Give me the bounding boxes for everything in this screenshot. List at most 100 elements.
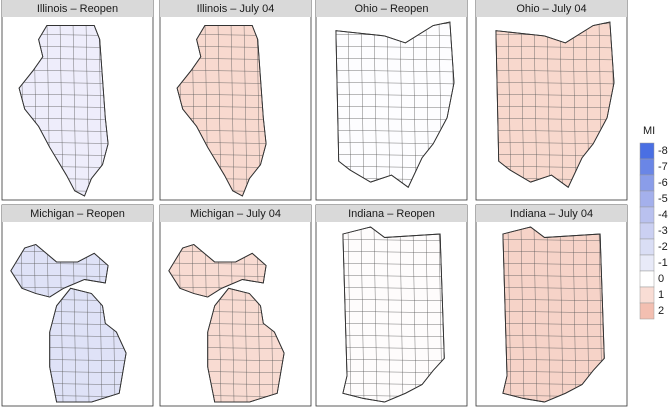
county-line xyxy=(342,262,445,266)
legend-swatch xyxy=(639,286,655,304)
county-line xyxy=(386,227,391,402)
county-line xyxy=(360,227,365,402)
county-line xyxy=(19,105,109,109)
legend-swatch xyxy=(639,206,655,224)
state-outline xyxy=(502,226,605,403)
legend-label: -1 xyxy=(658,257,668,269)
county-line xyxy=(495,93,614,97)
county-line xyxy=(495,117,614,121)
county-line xyxy=(412,227,417,402)
panel-title: Illinois – July 04 xyxy=(197,3,275,15)
state-outline xyxy=(495,21,615,188)
legend-label: -3 xyxy=(658,225,668,237)
county-line xyxy=(495,57,614,61)
legend-label: -4 xyxy=(658,209,668,221)
county-line xyxy=(533,22,538,188)
county-line xyxy=(360,22,365,188)
county-line xyxy=(412,22,417,188)
legend-label: -2 xyxy=(658,241,668,253)
legend-label: 1 xyxy=(658,289,664,301)
county-line xyxy=(335,69,454,73)
county-line xyxy=(342,250,445,254)
panel-strip xyxy=(316,205,467,222)
legend-label: -5 xyxy=(658,193,668,205)
panel-strip xyxy=(2,205,153,222)
county-line xyxy=(520,22,525,188)
legend-swatch xyxy=(639,270,655,288)
county-line xyxy=(425,227,430,402)
county-line xyxy=(342,286,445,290)
county-line xyxy=(507,22,512,188)
county-line xyxy=(585,227,590,402)
panel-title: Ohio – Reopen xyxy=(355,3,429,15)
county-line xyxy=(502,286,605,290)
county-line xyxy=(495,105,614,109)
legend-swatch xyxy=(639,158,655,176)
county-line xyxy=(502,274,605,278)
legend-swatch xyxy=(639,190,655,208)
legend-label: 0 xyxy=(658,273,664,285)
county-line xyxy=(335,93,454,97)
state-outline xyxy=(10,243,127,403)
county-line xyxy=(335,45,454,49)
state-outline xyxy=(18,25,109,197)
county-line xyxy=(59,25,64,196)
panel-strip xyxy=(160,0,311,17)
panel-title: Indiana – Reopen xyxy=(348,208,435,220)
county-line xyxy=(533,227,538,402)
county-line xyxy=(520,227,525,402)
state-outline xyxy=(335,21,455,188)
legend-label: 2 xyxy=(658,305,664,317)
county-line xyxy=(495,45,614,49)
county-line xyxy=(335,117,454,121)
county-line xyxy=(546,227,551,402)
legend-swatch xyxy=(639,302,655,320)
county-line xyxy=(177,81,267,85)
county-line xyxy=(177,93,267,97)
legend-swatch xyxy=(639,222,655,240)
county-line xyxy=(502,250,605,254)
county-line xyxy=(335,105,454,109)
legend-swatch xyxy=(639,142,655,160)
county-line xyxy=(495,69,614,73)
legend-swatch xyxy=(639,174,655,192)
panel-title: Michigan – Reopen xyxy=(30,208,125,220)
county-line xyxy=(342,274,445,278)
panel-title: Indiana – July 04 xyxy=(510,208,593,220)
panel-title: Illinois – Reopen xyxy=(37,3,118,15)
legend-swatch xyxy=(639,254,655,272)
county-line xyxy=(502,262,605,266)
county-line xyxy=(335,81,454,85)
county-line xyxy=(572,22,577,188)
state-outline xyxy=(176,25,267,197)
state-outline xyxy=(168,243,285,403)
county-line xyxy=(335,57,454,61)
county-line xyxy=(399,227,404,402)
panel-strip xyxy=(2,0,153,17)
legend-label: -7 xyxy=(658,161,668,173)
panel-title: Michigan – July 04 xyxy=(190,208,281,220)
county-line xyxy=(335,129,454,133)
legend-swatch xyxy=(639,238,655,256)
county-line xyxy=(342,238,445,242)
county-line xyxy=(495,81,614,85)
county-line xyxy=(19,93,109,97)
county-line xyxy=(572,227,577,402)
panel-strip xyxy=(316,0,467,17)
county-line xyxy=(373,227,378,402)
panel-strip xyxy=(476,205,627,222)
county-line xyxy=(347,22,352,188)
legend-label: -8 xyxy=(658,145,668,157)
county-line xyxy=(373,22,378,188)
state-outline xyxy=(342,226,445,403)
county-line xyxy=(502,238,605,242)
county-line xyxy=(347,227,352,402)
legend-title: MI xyxy=(643,125,655,137)
panel-strip xyxy=(476,0,627,17)
panel-title: Ohio – July 04 xyxy=(516,3,586,15)
county-line xyxy=(495,129,614,133)
county-line xyxy=(507,227,512,402)
county-line xyxy=(177,105,267,109)
panel-strip xyxy=(160,205,311,222)
